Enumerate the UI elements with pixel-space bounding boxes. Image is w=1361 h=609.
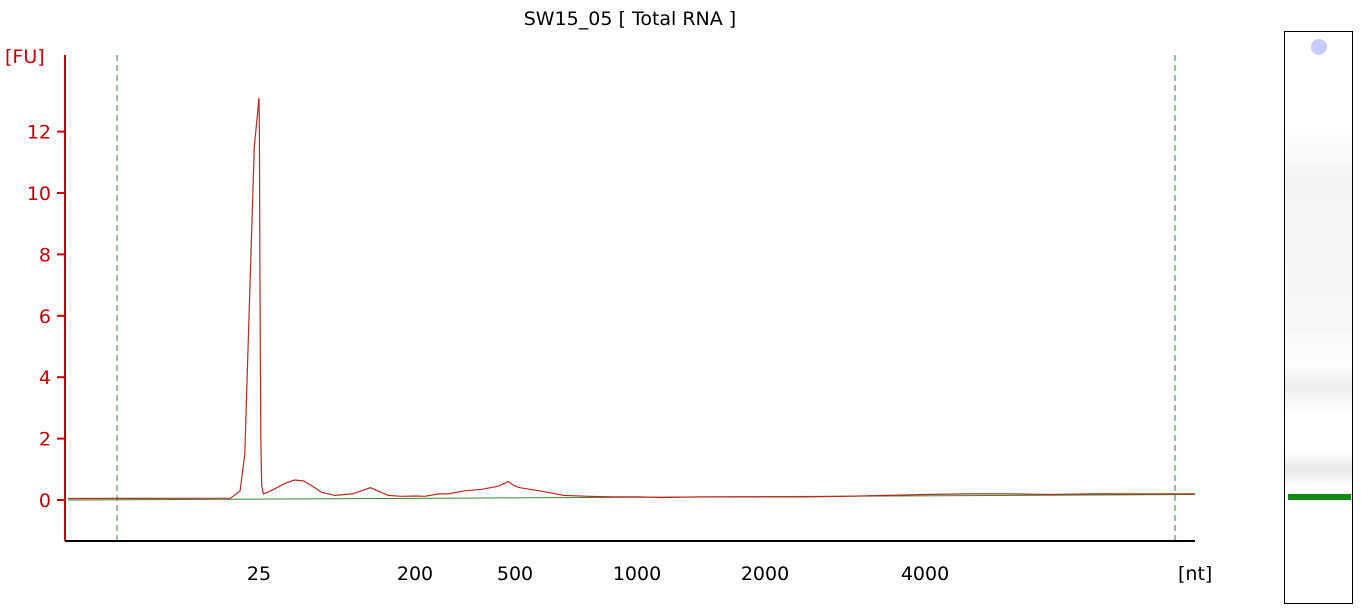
y-tick-label: 8 — [39, 244, 51, 266]
axes-group — [64, 55, 1195, 542]
y-tick-label: 2 — [39, 429, 51, 451]
gel-background-band — [1285, 362, 1352, 412]
electropherogram-chart: SW15_05 [ Total RNA ] [FU] [nt] 0 2 4 6 8 10 1… — [5, 8, 1212, 585]
x-axis-unit-label: [nt] — [1178, 563, 1212, 585]
gel-lower-marker-band — [1288, 494, 1351, 500]
y-ticks-group: 0 2 4 6 8 10 12 — [27, 122, 65, 512]
gel-background-band — [1285, 127, 1352, 377]
y-tick-label: 0 — [39, 490, 51, 512]
y-tick-label: 6 — [39, 306, 51, 328]
x-tick-label: 500 — [497, 563, 533, 585]
signal-trace — [67, 97, 1195, 500]
y-tick-label: 12 — [27, 122, 51, 144]
x-tick-label: 4000 — [901, 563, 949, 585]
marker-lines-group — [116, 55, 1176, 541]
x-tick-label: 2000 — [741, 563, 789, 585]
x-tick-label: 200 — [397, 563, 433, 585]
y-tick-label: 10 — [27, 183, 51, 205]
gel-lane-image — [1284, 31, 1353, 604]
gel-background-band — [1285, 452, 1352, 487]
x-ticks-group: 25 200 500 1000 2000 4000 — [247, 563, 949, 585]
y-axis-unit-label: [FU] — [5, 46, 45, 68]
series-group — [67, 97, 1196, 501]
gel-upper-marker-spot — [1311, 39, 1327, 55]
x-tick-label: 25 — [247, 563, 271, 585]
y-tick-label: 4 — [39, 367, 51, 389]
x-tick-label: 1000 — [613, 563, 661, 585]
chart-title: SW15_05 [ Total RNA ] — [524, 8, 736, 30]
